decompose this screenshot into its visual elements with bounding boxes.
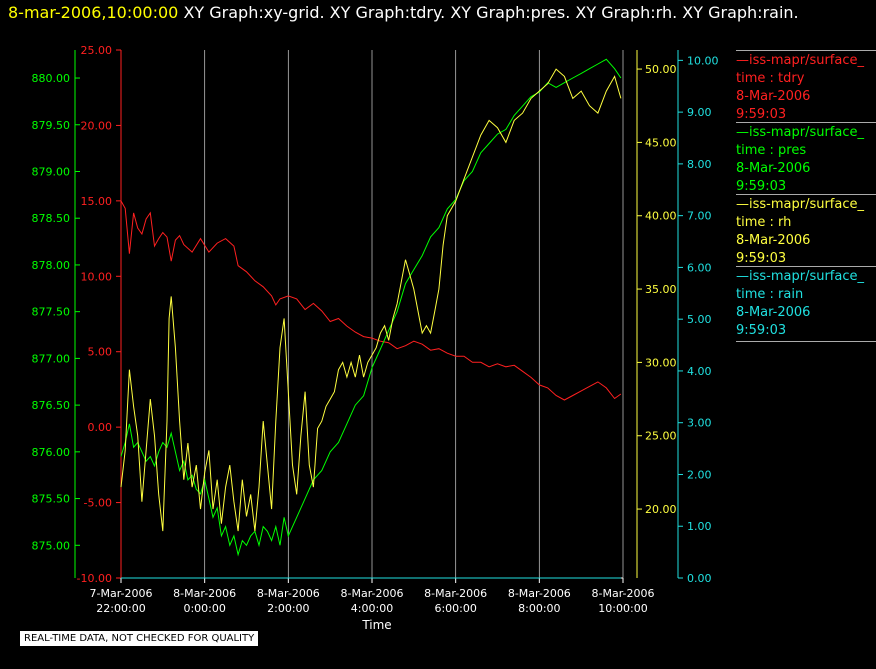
legend-date: 8-Mar-2006 <box>736 233 811 248</box>
legend-time: 9:59:03 <box>736 107 787 122</box>
rain-tick-label: 9.00 <box>687 106 712 119</box>
legend-separator <box>736 122 876 123</box>
header-graph-1: XY Graph:xy-grid. <box>183 3 325 22</box>
tdry-tick-label: -5.00 <box>84 497 112 510</box>
legend-source: —iss-mapr/surface_ <box>736 53 865 68</box>
x-tick-label-date: 8-Mar-2006 <box>592 587 655 600</box>
rain-tick-label: 8.00 <box>687 158 712 171</box>
tdry-tick-label: 10.00 <box>81 270 113 283</box>
series-line-tdry <box>120 200 622 401</box>
rain-tick-label: 1.00 <box>687 520 712 533</box>
x-tick-label-date: 8-Mar-2006 <box>508 587 571 600</box>
tdry-tick-label: 0.00 <box>88 421 113 434</box>
legend-date: 8-Mar-2006 <box>736 161 811 176</box>
series-line-rh <box>120 68 622 532</box>
x-tick-label-date: 8-Mar-2006 <box>341 587 404 600</box>
x-tick-label-time: 10:00:00 <box>598 602 647 615</box>
pres-tick-label: 880.00 <box>32 72 71 85</box>
tdry-tick-label: 20.00 <box>81 119 113 132</box>
x-tick-label-date: 7-Mar-2006 <box>90 587 153 600</box>
x-tick-label-time: 4:00:00 <box>351 602 393 615</box>
legend-entry-rain: —iss-mapr/surface_ time : rain 8-Mar-200… <box>736 266 876 343</box>
tdry-tick-label: 5.00 <box>88 346 113 359</box>
legend-separator <box>736 194 876 195</box>
rh-tick-label: 30.00 <box>645 356 677 369</box>
rh-tick-label: 40.00 <box>645 210 677 223</box>
rh-tick-label: 25.00 <box>645 430 677 443</box>
rain-tick-label: 2.00 <box>687 468 712 481</box>
rh-tick-label: 20.00 <box>645 503 677 516</box>
rh-tick-label: 50.00 <box>645 63 677 76</box>
x-tick-label-time: 22:00:00 <box>96 602 145 615</box>
tdry-tick-label: 25.00 <box>81 44 113 57</box>
x-tick-label-date: 8-Mar-2006 <box>257 587 320 600</box>
legend-entry-pres: —iss-mapr/surface_ time : pres 8-Mar-200… <box>736 122 876 196</box>
legend-label: time : pres <box>736 143 807 158</box>
x-tick-label-date: 8-Mar-2006 <box>173 587 236 600</box>
graph-title-bar: 8-mar-2006,10:00:00 XY Graph:xy-grid. XY… <box>8 3 799 22</box>
x-axis-title: Time <box>361 618 391 632</box>
legend-separator <box>736 266 876 267</box>
header-graph-3: XY Graph:pres. <box>450 3 571 22</box>
quality-disclaimer: REAL-TIME DATA, NOT CHECKED FOR QUALITY <box>20 631 259 646</box>
legend-source: —iss-mapr/surface_ <box>736 269 865 284</box>
pres-tick-label: 878.50 <box>32 212 71 225</box>
pres-tick-label: 875.00 <box>32 539 71 552</box>
pres-tick-label: 876.00 <box>32 446 71 459</box>
rain-tick-label: 10.00 <box>687 54 719 67</box>
tdry-tick-label: -10.00 <box>77 572 112 585</box>
x-tick-label-time: 8:00:00 <box>518 602 560 615</box>
pres-tick-label: 877.00 <box>32 352 71 365</box>
x-tick-label-date: 8-Mar-2006 <box>424 587 487 600</box>
legend-entry-rh: —iss-mapr/surface_ time : rh 8-Mar-2006 … <box>736 194 876 268</box>
legend-separator <box>736 341 876 342</box>
rain-tick-label: 7.00 <box>687 210 712 223</box>
pres-tick-label: 877.50 <box>32 306 71 319</box>
rain-tick-label: 4.00 <box>687 365 712 378</box>
header-graph-2: XY Graph:tdry. <box>329 3 446 22</box>
legend-label: time : rh <box>736 215 792 230</box>
series-line-pres <box>120 58 622 557</box>
rain-tick-label: 0.00 <box>687 572 712 585</box>
x-tick-label-time: 2:00:00 <box>267 602 309 615</box>
x-tick-label-time: 6:00:00 <box>434 602 476 615</box>
header-graph-5: XY Graph:rain. <box>682 3 799 22</box>
rain-tick-label: 3.00 <box>687 417 712 430</box>
pres-tick-label: 878.00 <box>32 259 71 272</box>
legend-time: 9:59:03 <box>736 323 787 338</box>
pres-tick-label: 879.50 <box>32 119 71 132</box>
legend-label: time : rain <box>736 287 804 302</box>
legend-entry-tdry: —iss-mapr/surface_ time : tdry 8-Mar-200… <box>736 50 876 124</box>
tdry-tick-label: 15.00 <box>81 195 113 208</box>
legend-source: —iss-mapr/surface_ <box>736 197 865 212</box>
legend-time: 9:59:03 <box>736 179 787 194</box>
rh-tick-label: 45.00 <box>645 136 677 149</box>
header-graph-4: XY Graph:rh. <box>575 3 678 22</box>
rh-tick-label: 35.00 <box>645 283 677 296</box>
pres-tick-label: 875.50 <box>32 493 71 506</box>
legend-label: time : tdry <box>736 71 805 86</box>
legend-separator <box>736 50 876 51</box>
header-timestamp: 8-mar-2006,10:00:00 <box>8 3 179 22</box>
rain-tick-label: 6.00 <box>687 261 712 274</box>
legend-date: 8-Mar-2006 <box>736 89 811 104</box>
x-tick-label-time: 0:00:00 <box>183 602 225 615</box>
legend-time: 9:59:03 <box>736 251 787 266</box>
rain-tick-label: 5.00 <box>687 313 712 326</box>
legend-date: 8-Mar-2006 <box>736 305 811 320</box>
legend-source: —iss-mapr/surface_ <box>736 125 865 140</box>
pres-tick-label: 879.00 <box>32 165 71 178</box>
pres-tick-label: 876.50 <box>32 399 71 412</box>
